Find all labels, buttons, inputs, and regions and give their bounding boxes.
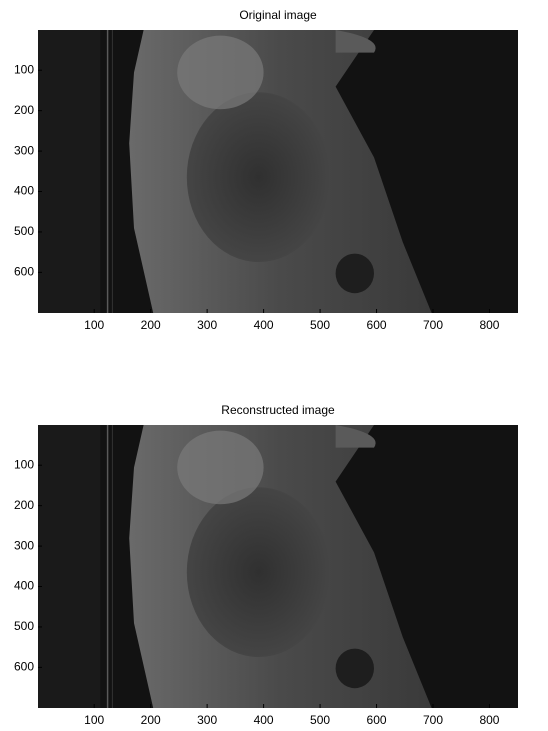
image-lung — [187, 487, 331, 657]
image-spine — [177, 431, 263, 505]
image-lung — [187, 92, 331, 262]
image-spine — [177, 36, 263, 110]
x-tick-label: 300 — [197, 318, 217, 332]
y-tick-label: 400 — [14, 184, 34, 198]
chart-title: Original image — [239, 8, 317, 22]
x-tick-label: 800 — [479, 318, 499, 332]
subplot: Original image 100 200 300 400 500 600 700 800 10… — [14, 8, 518, 332]
x-tick-label: 100 — [84, 713, 104, 727]
image-band — [38, 425, 100, 708]
y-tick-label: 100 — [14, 457, 34, 471]
subplot: Reconstructed image 100 200 300 400 500 600 700… — [14, 403, 518, 727]
y-tick-label: 600 — [14, 265, 34, 279]
x-tick-label: 600 — [367, 318, 387, 332]
figure: Original image 100 200 300 400 500 600 700 800 10… — [0, 0, 548, 731]
x-tick-label: 700 — [423, 318, 443, 332]
page: Original image 100 200 300 400 500 600 700 800 10… — [0, 0, 548, 731]
x-tick-label: 500 — [310, 318, 330, 332]
x-tick-label: 200 — [141, 318, 161, 332]
x-tick-label: 400 — [254, 713, 274, 727]
y-tick-label: 600 — [14, 660, 34, 674]
y-tick-label: 400 — [14, 579, 34, 593]
image-band — [38, 30, 100, 313]
x-tick-label: 600 — [367, 713, 387, 727]
y-tick-label: 300 — [14, 143, 34, 157]
x-tick-label: 100 — [84, 318, 104, 332]
image-organ — [336, 254, 374, 294]
y-tick-label: 500 — [14, 619, 34, 633]
x-tick-label: 300 — [197, 713, 217, 727]
image-organ — [336, 649, 374, 689]
x-tick-label: 700 — [423, 713, 443, 727]
x-tick-label: 800 — [479, 713, 499, 727]
y-tick-label: 200 — [14, 498, 34, 512]
x-tick-label: 400 — [254, 318, 274, 332]
x-tick-label: 500 — [310, 713, 330, 727]
y-tick-label: 300 — [14, 538, 34, 552]
y-tick-label: 200 — [14, 103, 34, 117]
y-tick-label: 500 — [14, 224, 34, 238]
y-tick-label: 100 — [14, 62, 34, 76]
chart-title: Reconstructed image — [221, 403, 335, 417]
x-tick-label: 200 — [141, 713, 161, 727]
